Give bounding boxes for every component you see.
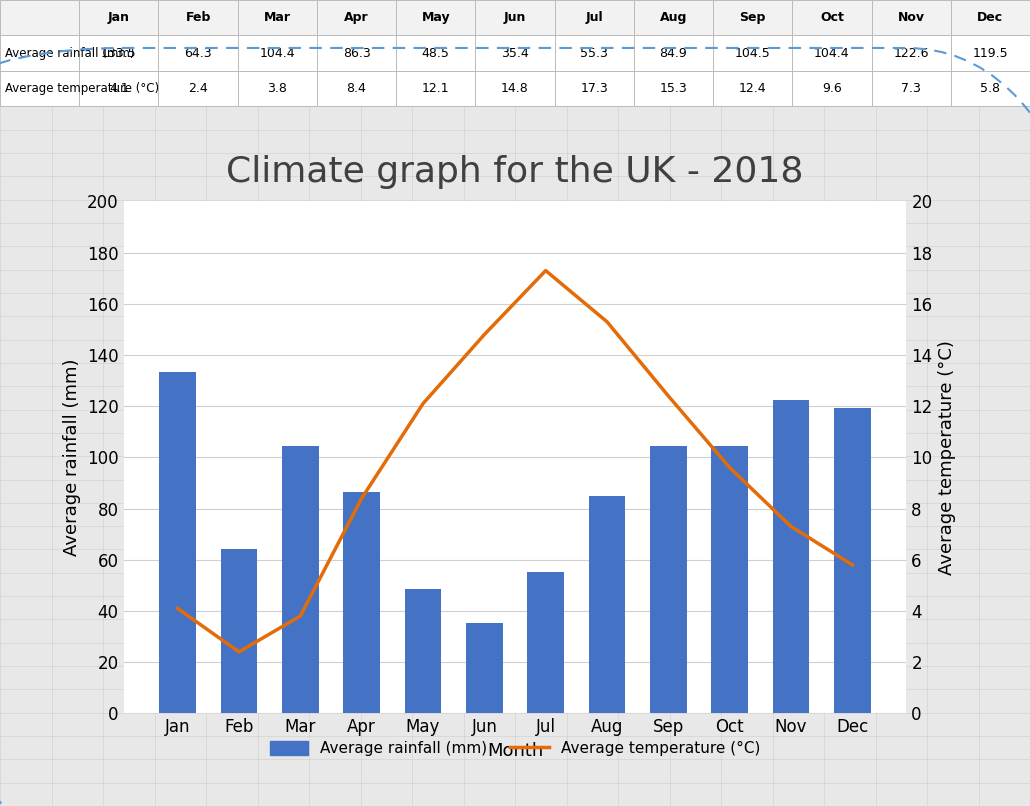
- Y-axis label: Average rainfall (mm): Average rainfall (mm): [64, 359, 81, 556]
- Bar: [476, 35, 554, 71]
- Bar: [343, 492, 380, 713]
- Text: Apr: Apr: [344, 11, 369, 24]
- Bar: [713, 71, 792, 106]
- Text: 48.5: 48.5: [422, 47, 450, 60]
- Bar: [871, 35, 951, 71]
- Bar: [476, 0, 554, 35]
- Text: 8.4: 8.4: [347, 82, 367, 95]
- Bar: [317, 71, 397, 106]
- Bar: [588, 496, 625, 713]
- Bar: [772, 400, 810, 713]
- Bar: [650, 446, 687, 713]
- Bar: [476, 71, 554, 106]
- Text: Average temperature (°C): Average temperature (°C): [5, 82, 160, 95]
- Bar: [713, 0, 792, 35]
- Text: Jan: Jan: [108, 11, 130, 24]
- Bar: [160, 372, 196, 713]
- Text: 119.5: 119.5: [972, 47, 1008, 60]
- Text: 14.8: 14.8: [502, 82, 528, 95]
- Text: 104.5: 104.5: [734, 47, 770, 60]
- Bar: [238, 71, 317, 106]
- Title: Climate graph for the UK - 2018: Climate graph for the UK - 2018: [227, 155, 803, 189]
- Text: 9.6: 9.6: [822, 82, 842, 95]
- Bar: [871, 0, 951, 35]
- Bar: [79, 0, 159, 35]
- Bar: [633, 0, 713, 35]
- Text: Oct: Oct: [820, 11, 844, 24]
- Text: Dec: Dec: [977, 11, 1003, 24]
- Bar: [633, 35, 713, 71]
- Bar: [159, 35, 238, 71]
- Text: 84.9: 84.9: [659, 47, 687, 60]
- Bar: [792, 0, 871, 35]
- Bar: [238, 0, 317, 35]
- Y-axis label: Average temperature (°C): Average temperature (°C): [938, 340, 956, 575]
- Text: May: May: [421, 11, 450, 24]
- Bar: [951, 0, 1030, 35]
- Text: Average rainfall (mm): Average rainfall (mm): [5, 47, 135, 60]
- Text: 104.4: 104.4: [814, 47, 850, 60]
- Bar: [951, 35, 1030, 71]
- Text: 4.1: 4.1: [109, 82, 129, 95]
- Text: 15.3: 15.3: [659, 82, 687, 95]
- Bar: [159, 71, 238, 106]
- Text: 7.3: 7.3: [901, 82, 921, 95]
- Bar: [238, 35, 317, 71]
- Text: 12.4: 12.4: [739, 82, 766, 95]
- Bar: [397, 35, 476, 71]
- Text: Aug: Aug: [660, 11, 687, 24]
- Bar: [713, 35, 792, 71]
- Bar: [951, 71, 1030, 106]
- Bar: [834, 408, 870, 713]
- Bar: [792, 35, 871, 71]
- Text: 3.8: 3.8: [268, 82, 287, 95]
- Bar: [159, 0, 238, 35]
- Bar: [466, 623, 503, 713]
- Text: 2.4: 2.4: [188, 82, 208, 95]
- Bar: [317, 35, 397, 71]
- Text: Jul: Jul: [585, 11, 603, 24]
- Bar: [633, 71, 713, 106]
- Bar: [527, 571, 564, 713]
- Bar: [405, 589, 442, 713]
- Text: 55.3: 55.3: [580, 47, 608, 60]
- Bar: [554, 0, 633, 35]
- Text: 64.3: 64.3: [184, 47, 212, 60]
- Text: 35.4: 35.4: [502, 47, 528, 60]
- Text: Nov: Nov: [898, 11, 925, 24]
- Bar: [0, 35, 79, 71]
- Bar: [79, 35, 159, 71]
- Bar: [871, 71, 951, 106]
- Bar: [792, 71, 871, 106]
- Text: Feb: Feb: [185, 11, 211, 24]
- Text: 12.1: 12.1: [422, 82, 449, 95]
- Bar: [712, 447, 748, 713]
- Bar: [0, 0, 79, 35]
- Text: 17.3: 17.3: [580, 82, 608, 95]
- Bar: [397, 71, 476, 106]
- Text: 133.5: 133.5: [101, 47, 137, 60]
- Legend: Average rainfall (mm), Average temperature (°C): Average rainfall (mm), Average temperatu…: [264, 735, 766, 762]
- Text: 5.8: 5.8: [981, 82, 1000, 95]
- Bar: [554, 71, 633, 106]
- X-axis label: Month: Month: [487, 742, 543, 760]
- Bar: [554, 35, 633, 71]
- Text: 104.4: 104.4: [260, 47, 296, 60]
- Bar: [220, 549, 258, 713]
- Text: Sep: Sep: [740, 11, 766, 24]
- Bar: [282, 447, 318, 713]
- Bar: [317, 0, 397, 35]
- Bar: [0, 71, 79, 106]
- Bar: [397, 0, 476, 35]
- Text: Jun: Jun: [504, 11, 526, 24]
- Text: 122.6: 122.6: [893, 47, 929, 60]
- Text: 86.3: 86.3: [343, 47, 371, 60]
- Text: Mar: Mar: [264, 11, 290, 24]
- Bar: [79, 71, 159, 106]
